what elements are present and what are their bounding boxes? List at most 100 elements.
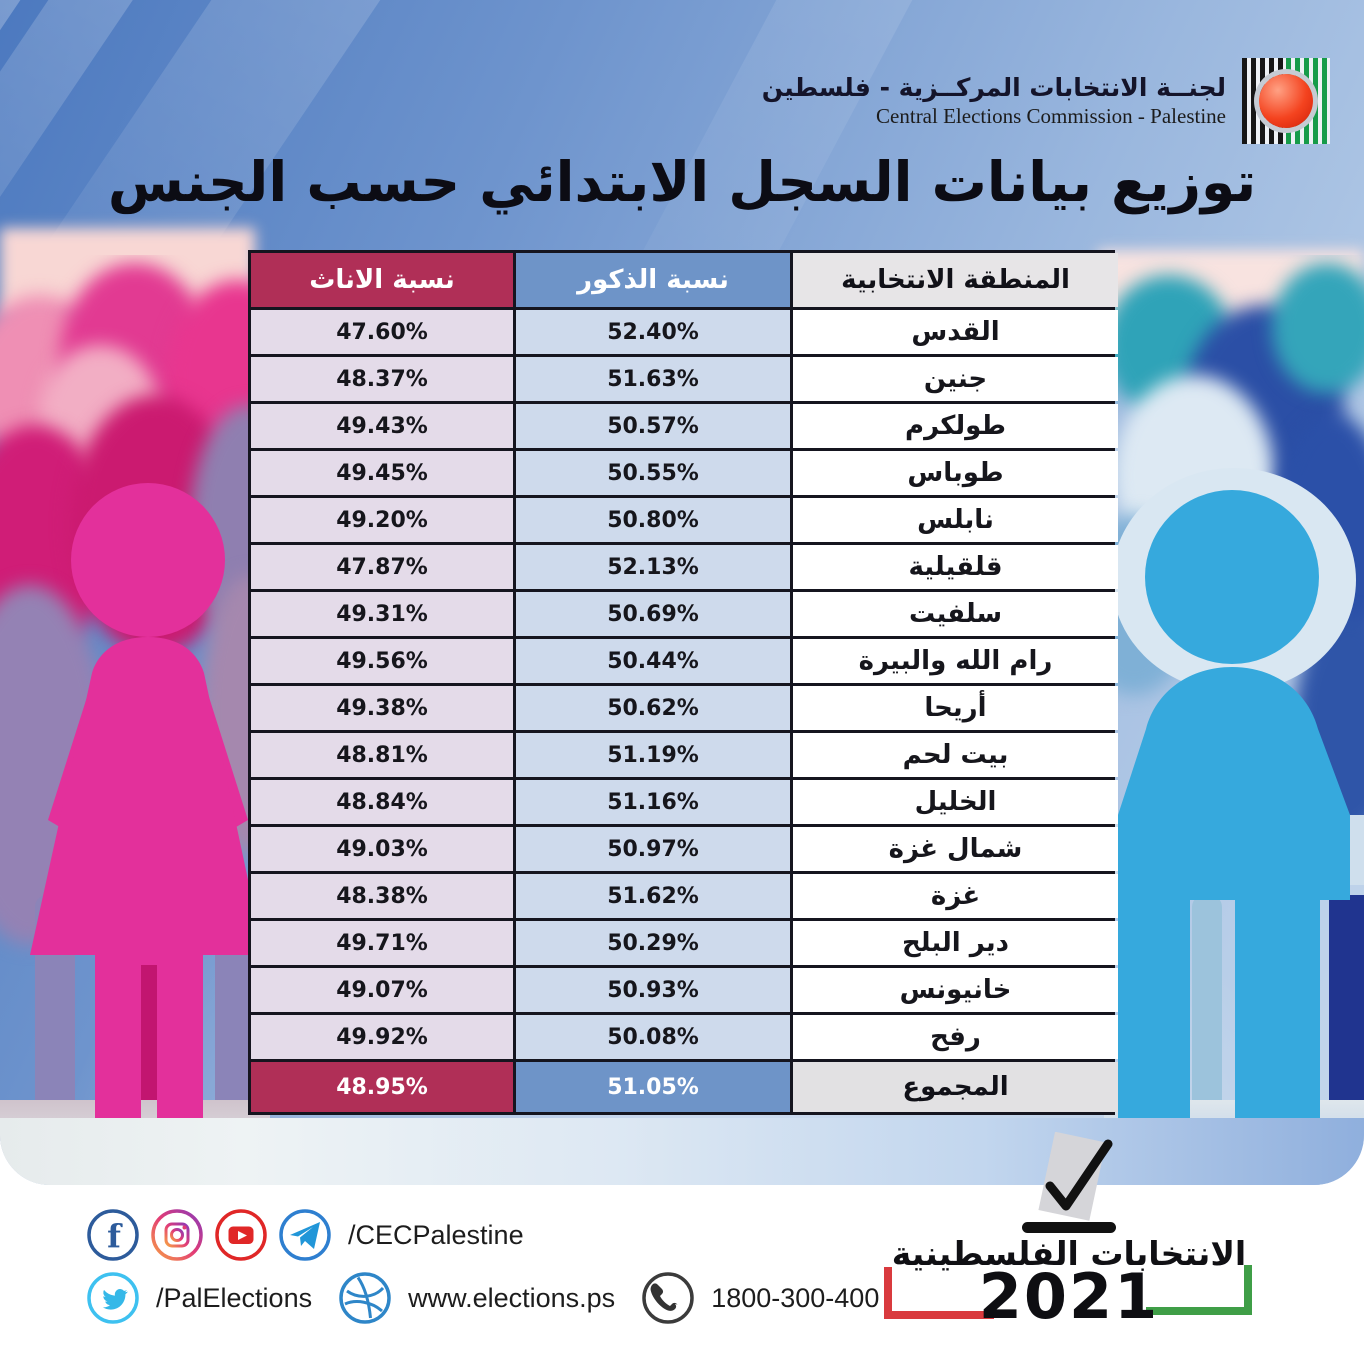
svg-text:f: f xyxy=(107,1217,123,1255)
district-cell: القدس xyxy=(793,310,1118,354)
female-cell: 47.60% xyxy=(251,310,513,354)
social-row-primary: f /CECPalestine xyxy=(86,1208,540,1262)
website-url[interactable]: www.elections.ps xyxy=(408,1282,616,1313)
table-row: 48.84% 51.16% الخليل xyxy=(251,780,1118,824)
cec-name-english: Central Elections Commission - Palestine xyxy=(876,104,1226,128)
table-row: 49.92% 50.08% رفح xyxy=(251,1015,1118,1059)
table-total-row: 48.95% 51.05% المجموع xyxy=(251,1062,1118,1112)
facebook-icon[interactable]: f xyxy=(86,1208,140,1262)
elections-arabic-label: الانتخابات الفلسطينية xyxy=(891,1234,1247,1273)
table-row: 49.07% 50.93% خانيونس xyxy=(251,968,1118,1012)
district-cell: المجموع xyxy=(793,1062,1118,1112)
table-header-row: نسبة الاناث نسبة الذكور المنطقة الانتخاب… xyxy=(251,253,1118,307)
table-row: 47.87% 52.13% قلقيلية xyxy=(251,545,1118,589)
twitter-handle[interactable]: /PalElections xyxy=(156,1282,313,1313)
cec-name-arabic: لجنــة الانتخابات المركــزية - فلسطين xyxy=(761,73,1226,102)
male-cell: 51.05% xyxy=(516,1062,790,1112)
district-cell: خانيونس xyxy=(793,968,1118,1012)
male-cell: 51.19% xyxy=(516,733,790,777)
female-cell: 49.31% xyxy=(251,592,513,636)
logo-red-sphere xyxy=(1259,74,1313,128)
female-cell: 49.20% xyxy=(251,498,513,542)
table-row: 49.45% 50.55% طوباس xyxy=(251,451,1118,495)
male-cell: 51.16% xyxy=(516,780,790,824)
district-cell: غزة xyxy=(793,874,1118,918)
table-row: 49.43% 50.57% طولكرم xyxy=(251,404,1118,448)
male-cell: 50.97% xyxy=(516,827,790,871)
male-cell: 50.57% xyxy=(516,404,790,448)
elections-year: 2021 xyxy=(978,1260,1160,1333)
female-cell: 49.43% xyxy=(251,404,513,448)
district-cell: رام الله والبيرة xyxy=(793,639,1118,683)
table-row: 49.20% 50.80% نابلس xyxy=(251,498,1118,542)
table-row: 48.81% 51.19% بيت لحم xyxy=(251,733,1118,777)
telegram-icon[interactable] xyxy=(278,1208,332,1262)
male-cell: 52.13% xyxy=(516,545,790,589)
male-cell: 50.62% xyxy=(516,686,790,730)
phone-icon[interactable] xyxy=(641,1271,695,1325)
district-cell: بيت لحم xyxy=(793,733,1118,777)
table-row: 49.31% 50.69% سلفيت xyxy=(251,592,1118,636)
female-cell: 49.56% xyxy=(251,639,513,683)
female-cell: 49.38% xyxy=(251,686,513,730)
district-cell: جنين xyxy=(793,357,1118,401)
instagram-icon[interactable] xyxy=(150,1208,204,1262)
table-row: 48.38% 51.62% غزة xyxy=(251,874,1118,918)
district-cell: نابلس xyxy=(793,498,1118,542)
phone-number[interactable]: 1800-300-400 xyxy=(711,1282,880,1313)
female-crowd-scene xyxy=(0,255,270,1185)
social-row-secondary: /PalElections www.elections.ps 1800-300-… xyxy=(86,1271,895,1325)
table-row: 49.03% 50.97% شمال غزة xyxy=(251,827,1118,871)
elections-2021-logo: الانتخابات الفلسطينية 2021 xyxy=(880,1128,1258,1345)
female-cell: 48.37% xyxy=(251,357,513,401)
female-cell: 49.71% xyxy=(251,921,513,965)
male-cell: 50.93% xyxy=(516,968,790,1012)
cec-header: لجنــة الانتخابات المركــزية - فلسطين Ce… xyxy=(762,58,1330,144)
youtube-icon[interactable] xyxy=(214,1208,268,1262)
table-row: 47.60% 52.40% القدس xyxy=(251,310,1118,354)
female-cell: 49.45% xyxy=(251,451,513,495)
male-cell: 52.40% xyxy=(516,310,790,354)
district-cell: طولكرم xyxy=(793,404,1118,448)
female-cell: 49.07% xyxy=(251,968,513,1012)
male-cell: 50.08% xyxy=(516,1015,790,1059)
district-cell: أريحا xyxy=(793,686,1118,730)
female-cell: 47.87% xyxy=(251,545,513,589)
female-column-header: نسبة الاناث xyxy=(251,253,513,307)
gender-distribution-table: نسبة الاناث نسبة الذكور المنطقة الانتخاب… xyxy=(248,250,1118,1115)
district-cell: طوباس xyxy=(793,451,1118,495)
ground-band xyxy=(0,1118,1364,1185)
female-cell: 48.38% xyxy=(251,874,513,918)
male-column-header: نسبة الذكور xyxy=(516,253,790,307)
district-cell: الخليل xyxy=(793,780,1118,824)
table-row: 48.37% 51.63% جنين xyxy=(251,357,1118,401)
elections-year-row: 2021 xyxy=(880,1265,1258,1345)
table-row: 49.56% 50.44% رام الله والبيرة xyxy=(251,639,1118,683)
female-cell: 48.95% xyxy=(251,1062,513,1112)
female-cell: 49.92% xyxy=(251,1015,513,1059)
website-icon[interactable] xyxy=(338,1271,392,1325)
male-cell: 50.44% xyxy=(516,639,790,683)
table-row: 49.71% 50.29% دير البلح xyxy=(251,921,1118,965)
ballot-checkmark-icon xyxy=(1022,1132,1116,1233)
female-cell: 49.03% xyxy=(251,827,513,871)
twitter-icon[interactable] xyxy=(86,1271,140,1325)
district-cell: رفح xyxy=(793,1015,1118,1059)
male-cell: 51.63% xyxy=(516,357,790,401)
male-crowd-scene xyxy=(1104,255,1364,1185)
male-cell: 50.55% xyxy=(516,451,790,495)
male-cell: 50.69% xyxy=(516,592,790,636)
female-cell: 48.84% xyxy=(251,780,513,824)
district-cell: شمال غزة xyxy=(793,827,1118,871)
female-cell: 48.81% xyxy=(251,733,513,777)
cec-social-handle[interactable]: /CECPalestine xyxy=(348,1219,524,1250)
male-cell: 51.62% xyxy=(516,874,790,918)
table-rows: 47.60% 52.40% القدس 48.37% 51.63% جنين 49.43% 5… xyxy=(251,310,1118,1112)
district-cell: سلفيت xyxy=(793,592,1118,636)
male-cell: 50.29% xyxy=(516,921,790,965)
female-figure-cutout xyxy=(30,483,264,1120)
district-cell: دير البلح xyxy=(793,921,1118,965)
green-bracket xyxy=(1146,1265,1252,1315)
table-row: 49.38% 50.62% أريحا xyxy=(251,686,1118,730)
